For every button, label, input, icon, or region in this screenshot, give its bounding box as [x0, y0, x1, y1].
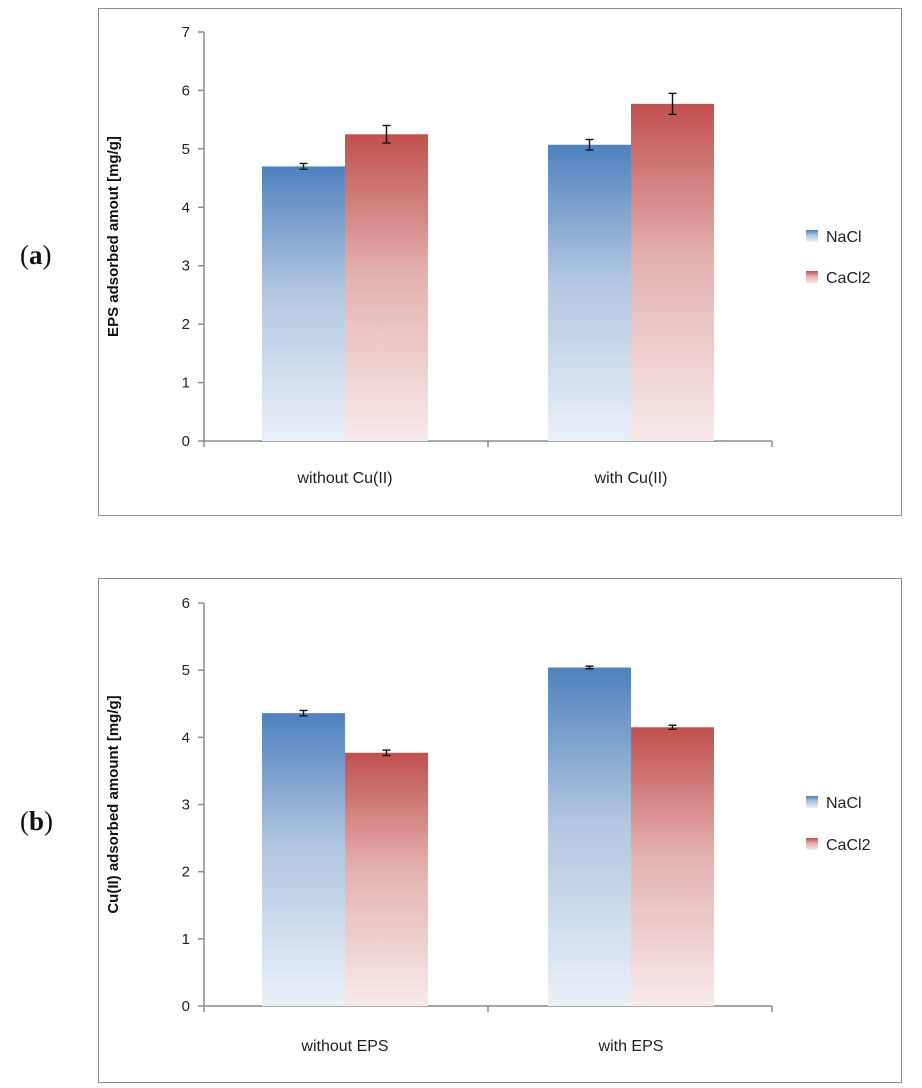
- bar-nacl-1: [262, 713, 345, 1006]
- y-tick-label: 6: [182, 82, 190, 99]
- legend-swatch-nacl: [806, 796, 818, 808]
- y-tick-label: 7: [182, 24, 190, 41]
- legend-label-nacl: NaCl: [826, 795, 862, 812]
- y-tick-label: 3: [182, 258, 190, 275]
- y-tick-label: 4: [182, 199, 190, 216]
- y-tick-label: 1: [182, 375, 190, 392]
- y-tick-label: 2: [182, 316, 190, 333]
- bar-nacl-2: [548, 667, 631, 1006]
- bar-cacl2-2: [631, 103, 714, 442]
- y-tick-label: 5: [182, 662, 190, 679]
- y-tick-label: 5: [182, 141, 190, 158]
- panel-label-b: (b): [20, 806, 54, 836]
- bar-cacl2-2: [631, 727, 714, 1006]
- bar-nacl-1: [262, 166, 345, 441]
- y-tick-label: 1: [182, 931, 190, 948]
- y-tick-label: 4: [182, 729, 190, 746]
- category-label: with EPS: [598, 1038, 664, 1055]
- legend-label-cacl2: CaCl2: [826, 270, 871, 287]
- legend-label-nacl: NaCl: [826, 229, 862, 246]
- y-tick-label: 3: [182, 797, 190, 814]
- category-label: without EPS: [300, 1038, 388, 1055]
- y-tick-label: 0: [182, 998, 190, 1015]
- legend-swatch-cacl2: [806, 271, 818, 283]
- chart-frame-a: [98, 8, 902, 516]
- bar-cacl2-1: [345, 752, 428, 1006]
- panel-label-a: (a): [20, 240, 52, 270]
- y-tick-label: 6: [182, 595, 190, 612]
- category-label: with Cu(II): [594, 470, 668, 487]
- legend-swatch-nacl: [806, 230, 818, 242]
- category-label: without Cu(II): [296, 470, 392, 487]
- bar-cacl2-1: [345, 134, 428, 441]
- chart-frame-b: [98, 578, 902, 1083]
- legend-swatch-cacl2: [806, 838, 818, 850]
- y-tick-label: 2: [182, 864, 190, 881]
- legend-label-cacl2: CaCl2: [826, 837, 871, 854]
- y-axis-label: Cu(II) adsorbed amount [mg/g]: [105, 695, 122, 913]
- bar-nacl-2: [548, 144, 631, 441]
- y-axis-label: EPS adsorbed amout [mg/g]: [105, 136, 122, 337]
- y-tick-label: 0: [182, 433, 190, 450]
